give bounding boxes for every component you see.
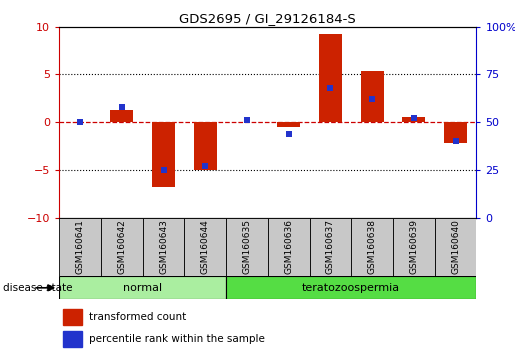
Bar <box>435 218 476 276</box>
Bar <box>444 122 467 143</box>
Text: GSM160636: GSM160636 <box>284 219 293 274</box>
Bar <box>143 218 184 276</box>
Text: GSM160644: GSM160644 <box>201 219 210 274</box>
Bar <box>226 218 268 276</box>
Title: GDS2695 / GI_29126184-S: GDS2695 / GI_29126184-S <box>179 12 356 25</box>
Text: GSM160643: GSM160643 <box>159 219 168 274</box>
Bar <box>226 276 476 299</box>
Bar <box>110 110 133 122</box>
Bar <box>152 122 175 187</box>
Bar <box>393 218 435 276</box>
Bar <box>277 122 300 127</box>
Bar <box>59 218 101 276</box>
Text: GSM160641: GSM160641 <box>76 219 84 274</box>
Text: GSM160639: GSM160639 <box>409 219 418 274</box>
Text: percentile rank within the sample: percentile rank within the sample <box>89 334 265 344</box>
Bar <box>194 122 217 170</box>
Text: transformed count: transformed count <box>89 312 186 322</box>
Bar <box>351 218 393 276</box>
Bar <box>63 331 82 347</box>
Text: GSM160640: GSM160640 <box>451 219 460 274</box>
Text: teratozoospermia: teratozoospermia <box>302 282 400 293</box>
Bar <box>268 218 310 276</box>
Bar <box>184 218 226 276</box>
Bar <box>59 276 226 299</box>
Text: GSM160642: GSM160642 <box>117 219 126 274</box>
Text: GSM160638: GSM160638 <box>368 219 376 274</box>
Bar <box>360 72 384 122</box>
Bar <box>310 218 351 276</box>
Text: normal: normal <box>123 282 162 293</box>
Bar <box>319 34 342 122</box>
Bar <box>101 218 143 276</box>
Bar <box>402 118 425 122</box>
Text: GSM160637: GSM160637 <box>326 219 335 274</box>
Text: GSM160635: GSM160635 <box>243 219 251 274</box>
Text: disease state: disease state <box>3 283 72 293</box>
Bar <box>63 309 82 325</box>
